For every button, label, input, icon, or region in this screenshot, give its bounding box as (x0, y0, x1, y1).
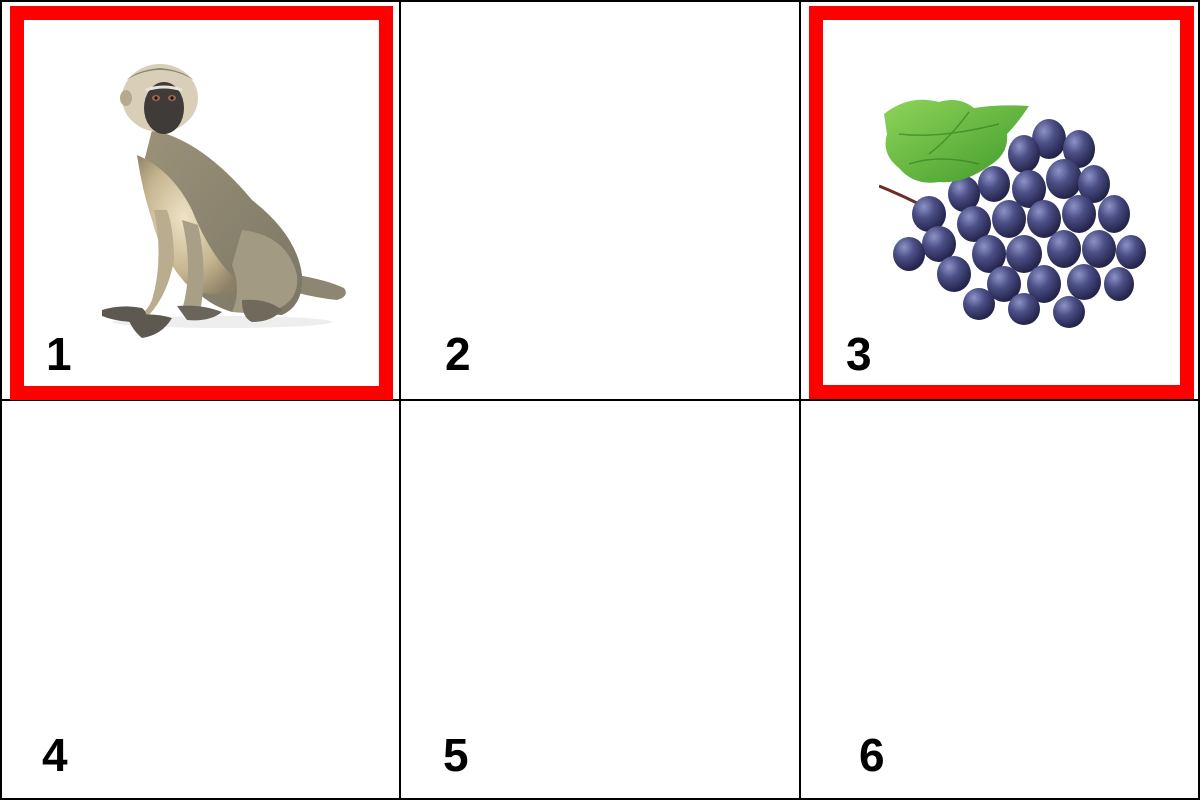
card-6[interactable]: 6 (801, 401, 1198, 798)
card-1[interactable]: 1 (2, 2, 399, 400)
grapes-icon (879, 99, 1146, 328)
card-number: 5 (443, 729, 469, 781)
card-number: 4 (42, 729, 68, 781)
card-3[interactable]: 3 (801, 2, 1198, 399)
card-4[interactable]: 4 (2, 401, 399, 798)
card-number: 2 (445, 328, 471, 380)
card-5[interactable]: 5 (401, 401, 799, 798)
card-number: 6 (859, 729, 885, 781)
card-number: 3 (846, 328, 872, 380)
monkey-icon (102, 64, 346, 338)
card-number: 1 (46, 328, 72, 380)
grid-divider-horizontal (2, 399, 1198, 401)
card-2[interactable]: 2 (401, 2, 799, 399)
